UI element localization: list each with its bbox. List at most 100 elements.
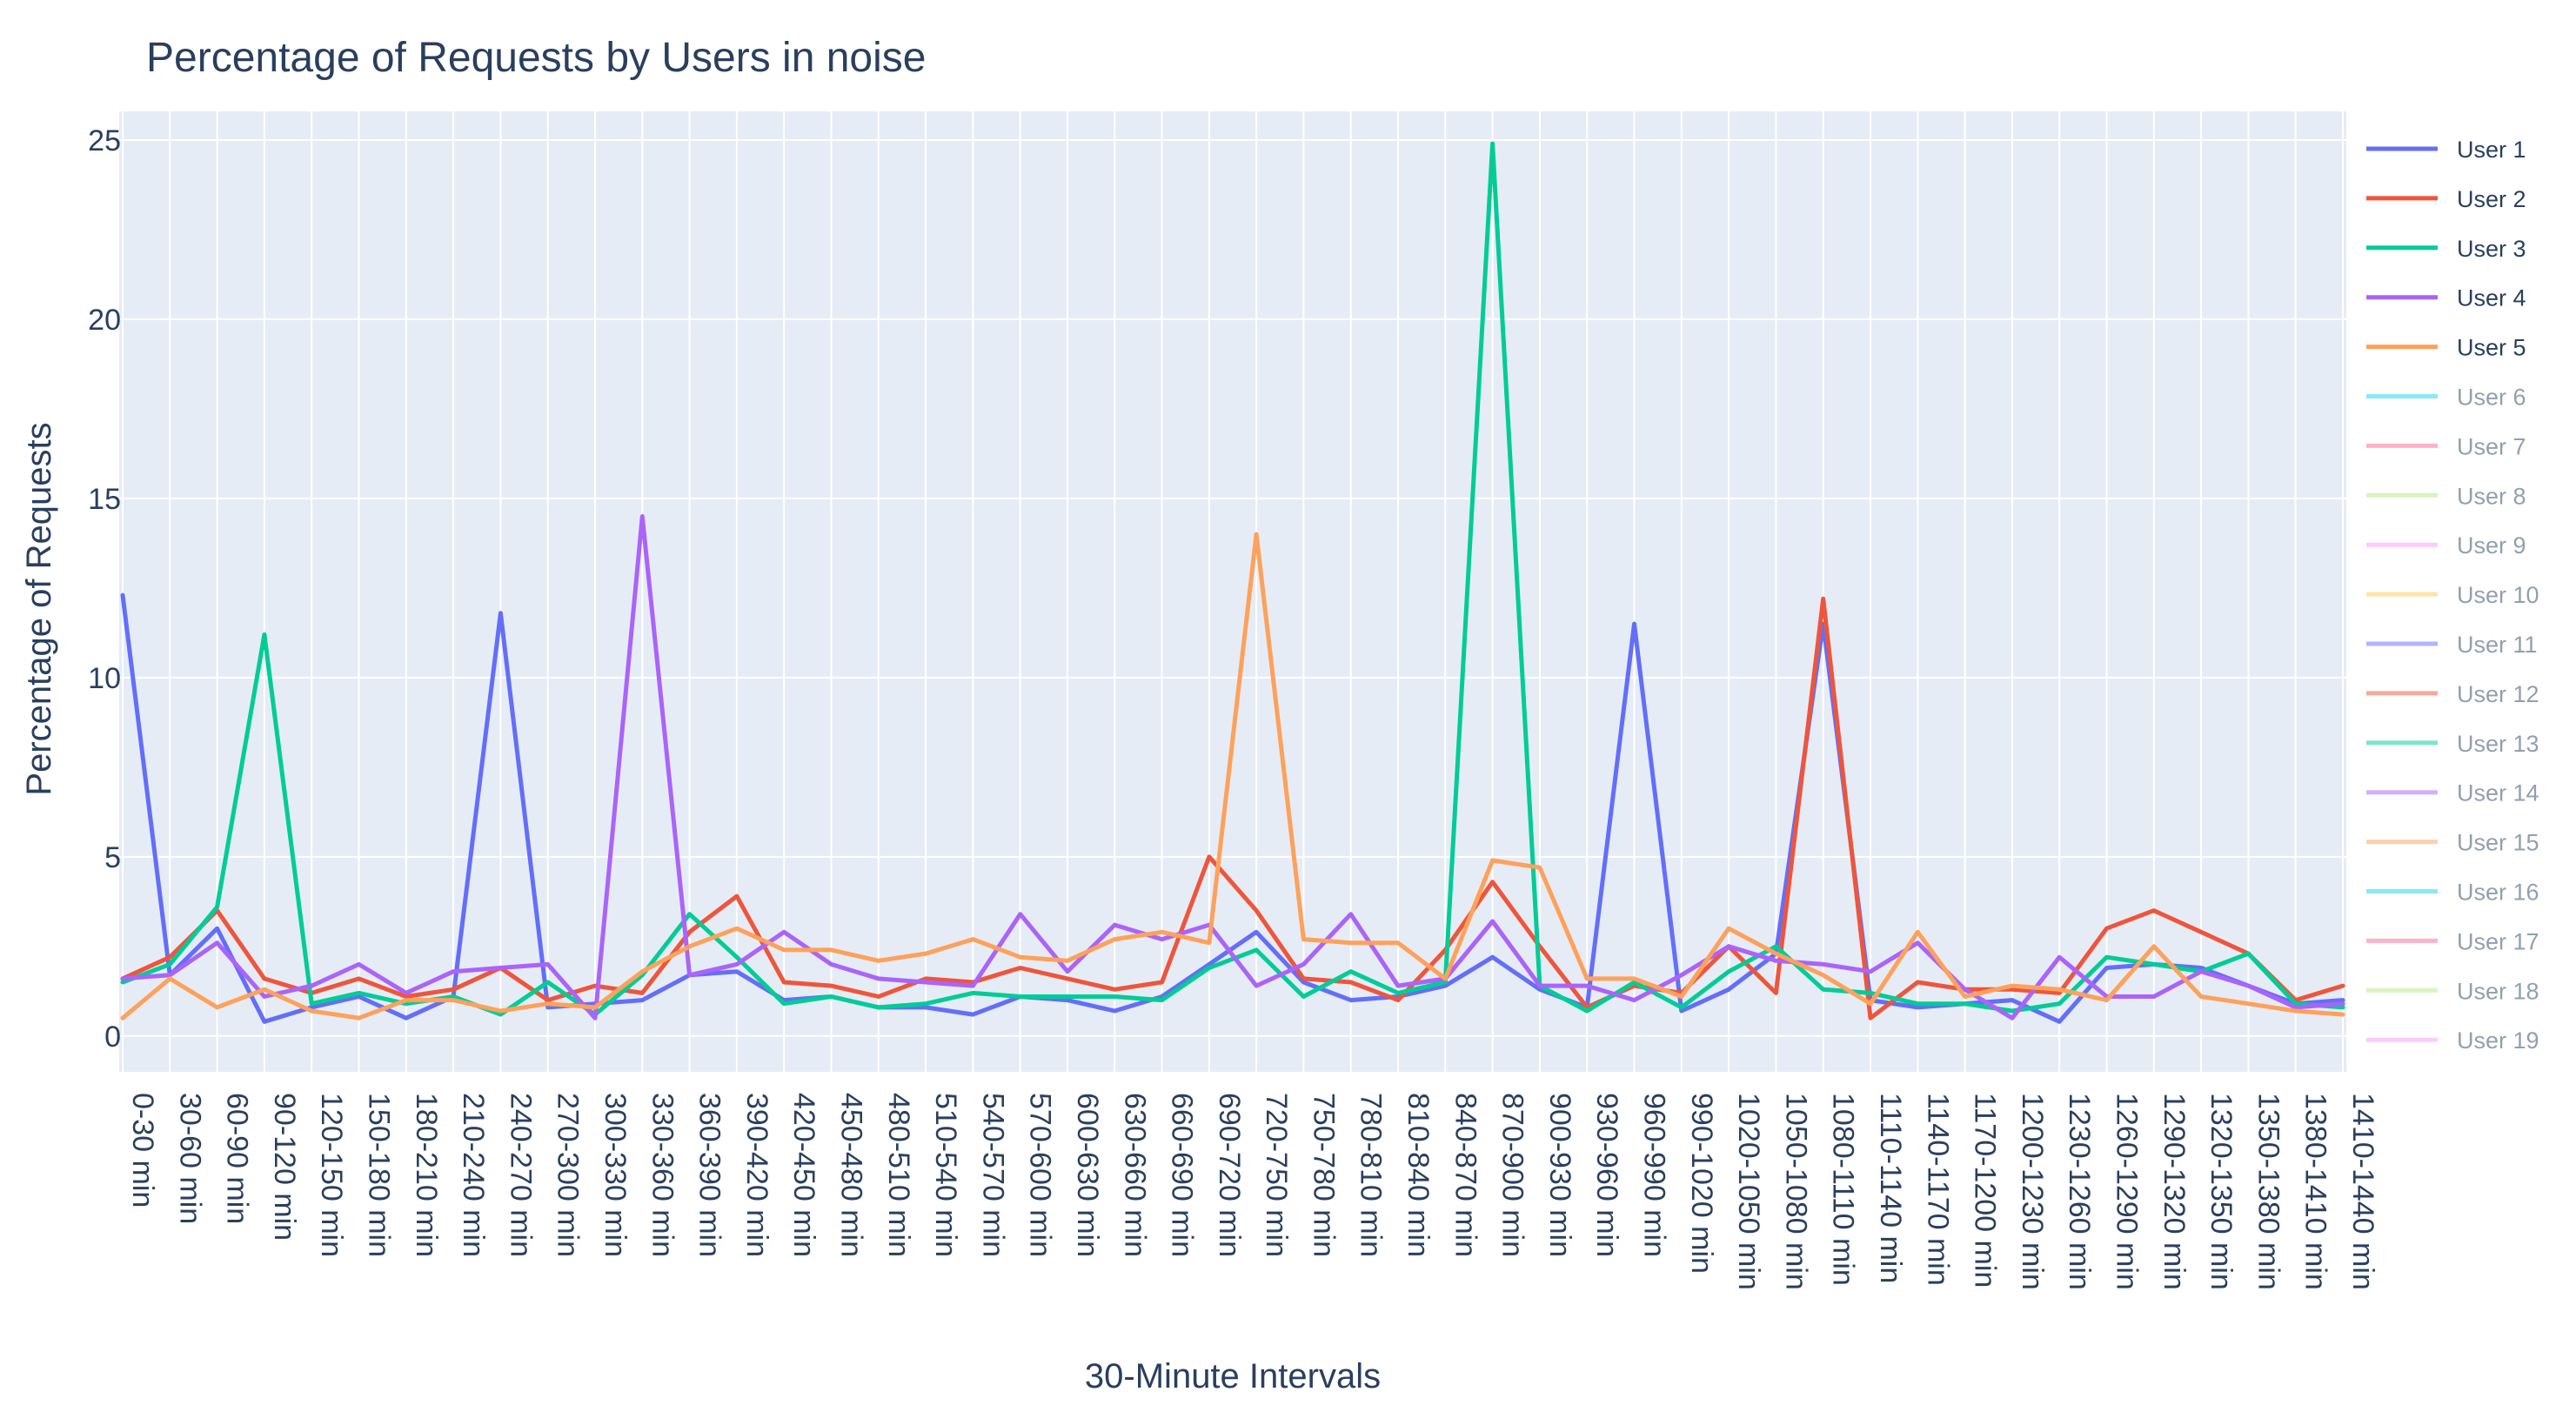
x-tick-label: 1290-1320 min — [2158, 1093, 2191, 1290]
x-tick-label: 1020-1050 min — [1732, 1093, 1765, 1290]
legend-label: User 6 — [2457, 385, 2526, 411]
x-tick-label: 1320-1350 min — [2205, 1093, 2238, 1290]
chart-title: Percentage of Requests by Users in noise — [146, 35, 926, 81]
x-axis-title: 30-Minute Intervals — [1085, 1357, 1381, 1395]
legend-item[interactable]: User 3 — [2366, 236, 2526, 262]
legend-item[interactable]: User 7 — [2366, 433, 2526, 459]
x-tick-label: 1170-1200 min — [1969, 1093, 2002, 1288]
legend-label: User 1 — [2457, 137, 2526, 163]
x-tick-label: 390-420 min — [740, 1093, 773, 1257]
x-tick-label: 960-990 min — [1638, 1093, 1671, 1257]
legend-label: User 18 — [2457, 978, 2539, 1004]
legend-label: User 7 — [2457, 433, 2526, 459]
x-tick-label: 240-270 min — [504, 1093, 537, 1257]
x-tick-label: 1050-1080 min — [1779, 1093, 1812, 1290]
series-line — [120, 141, 2345, 1017]
x-tick-label: 510-540 min — [929, 1093, 962, 1257]
y-tick-label: 25 — [88, 124, 121, 157]
x-tick-label: 870-900 min — [1496, 1093, 1529, 1257]
x-tick-label: 1080-1110 min — [1827, 1093, 1860, 1286]
x-tick-label: 420-450 min — [787, 1093, 820, 1257]
x-tick-label: 60-90 min — [221, 1093, 254, 1224]
x-tick-label: 1350-1380 min — [2251, 1093, 2285, 1290]
legend-item[interactable]: User 16 — [2366, 880, 2539, 906]
x-tick-label: 1230-1260 min — [2063, 1093, 2096, 1290]
legend-label: User 16 — [2457, 880, 2539, 906]
legend-label: User 5 — [2457, 335, 2526, 361]
legend-item[interactable]: User 6 — [2366, 385, 2526, 411]
legend-item[interactable]: User 14 — [2366, 780, 2539, 806]
x-tick-label: 1410-1440 min — [2346, 1093, 2379, 1290]
legend-label: User 9 — [2457, 532, 2526, 559]
y-tick-label: 15 — [88, 483, 121, 516]
x-tick-label: 450-480 min — [834, 1093, 867, 1257]
x-tick-label: 330-360 min — [646, 1093, 679, 1257]
legend-label: User 17 — [2457, 928, 2539, 954]
legend-label: User 11 — [2457, 632, 2538, 658]
series-user-5 — [120, 532, 2345, 1021]
x-tick-label: 300-330 min — [599, 1093, 632, 1257]
legend-label: User 8 — [2457, 483, 2526, 509]
x-tick-label: 630-660 min — [1118, 1093, 1151, 1257]
series-lines — [120, 141, 2345, 1024]
series-line — [120, 532, 2345, 1021]
x-tick-label: 0-30 min — [126, 1093, 159, 1208]
legend-item[interactable]: User 4 — [2366, 285, 2526, 311]
legend-item[interactable]: User 15 — [2366, 830, 2539, 856]
legend-label: User 12 — [2457, 681, 2539, 707]
legend-item[interactable]: User 12 — [2366, 681, 2539, 707]
x-tick-label: 990-1020 min — [1685, 1093, 1718, 1274]
x-tick-label: 1140-1170 min — [1921, 1093, 1954, 1286]
x-tick-label: 480-510 min — [882, 1093, 915, 1257]
x-tick-label: 1380-1410 min — [2299, 1093, 2332, 1290]
legend-item[interactable]: User 10 — [2366, 582, 2539, 608]
legend-item[interactable]: User 19 — [2366, 1027, 2539, 1054]
legend[interactable]: User 1 User 2 User 3 User 4 User 5 User 6 User… — [2366, 137, 2539, 1054]
x-tick-label: 270-300 min — [552, 1093, 585, 1257]
legend-item[interactable]: User 9 — [2366, 532, 2526, 559]
x-tick-label: 660-690 min — [1166, 1093, 1199, 1257]
legend-label: User 15 — [2457, 830, 2539, 856]
x-tick-label: 1200-1230 min — [2016, 1093, 2049, 1290]
x-tick-label: 900-930 min — [1543, 1093, 1576, 1257]
legend-item[interactable]: User 2 — [2366, 186, 2526, 212]
x-tick-label: 120-150 min — [315, 1093, 348, 1257]
x-axis: 0-30 min 30-60 min 60-90 min 90-120 min 120-… — [126, 1093, 2379, 1290]
x-tick-label: 600-630 min — [1071, 1093, 1104, 1257]
legend-item[interactable]: User 11 — [2366, 632, 2538, 658]
y-tick-label: 0 — [104, 1021, 121, 1054]
y-axis: 0 5 10 15 20 25 — [88, 124, 121, 1054]
legend-label: User 2 — [2457, 186, 2526, 212]
x-tick-label: 810-840 min — [1402, 1093, 1435, 1257]
legend-label: User 19 — [2457, 1027, 2539, 1054]
legend-item[interactable]: User 18 — [2366, 978, 2539, 1004]
x-tick-label: 180-210 min — [410, 1093, 443, 1257]
legend-item[interactable]: User 1 — [2366, 137, 2526, 163]
x-tick-label: 750-780 min — [1307, 1093, 1340, 1257]
x-tick-label: 540-570 min — [976, 1093, 1009, 1257]
y-tick-label: 5 — [104, 841, 121, 874]
legend-label: User 10 — [2457, 582, 2539, 608]
legend-item[interactable]: User 5 — [2366, 335, 2526, 361]
legend-label: User 14 — [2457, 780, 2539, 806]
x-tick-label: 360-390 min — [693, 1093, 726, 1257]
y-gridlines — [119, 138, 2346, 1037]
plot-area — [119, 111, 2346, 1072]
legend-item[interactable]: User 13 — [2366, 731, 2539, 757]
y-tick-label: 10 — [88, 662, 121, 695]
legend-item[interactable]: User 8 — [2366, 483, 2526, 509]
legend-item[interactable]: User 17 — [2366, 928, 2539, 954]
series-line — [120, 596, 2345, 1021]
y-tick-label: 20 — [88, 304, 121, 337]
x-tick-label: 570-600 min — [1024, 1093, 1057, 1257]
x-tick-label: 780-810 min — [1355, 1093, 1388, 1257]
x-tick-label: 30-60 min — [173, 1093, 206, 1224]
x-tick-label: 690-720 min — [1213, 1093, 1246, 1257]
series-user-3 — [120, 141, 2345, 1017]
x-tick-label: 90-120 min — [268, 1093, 301, 1241]
x-tick-label: 720-750 min — [1260, 1093, 1293, 1257]
legend-label: User 3 — [2457, 236, 2526, 262]
series-user-2 — [120, 596, 2345, 1021]
x-tick-label: 840-870 min — [1449, 1093, 1482, 1257]
